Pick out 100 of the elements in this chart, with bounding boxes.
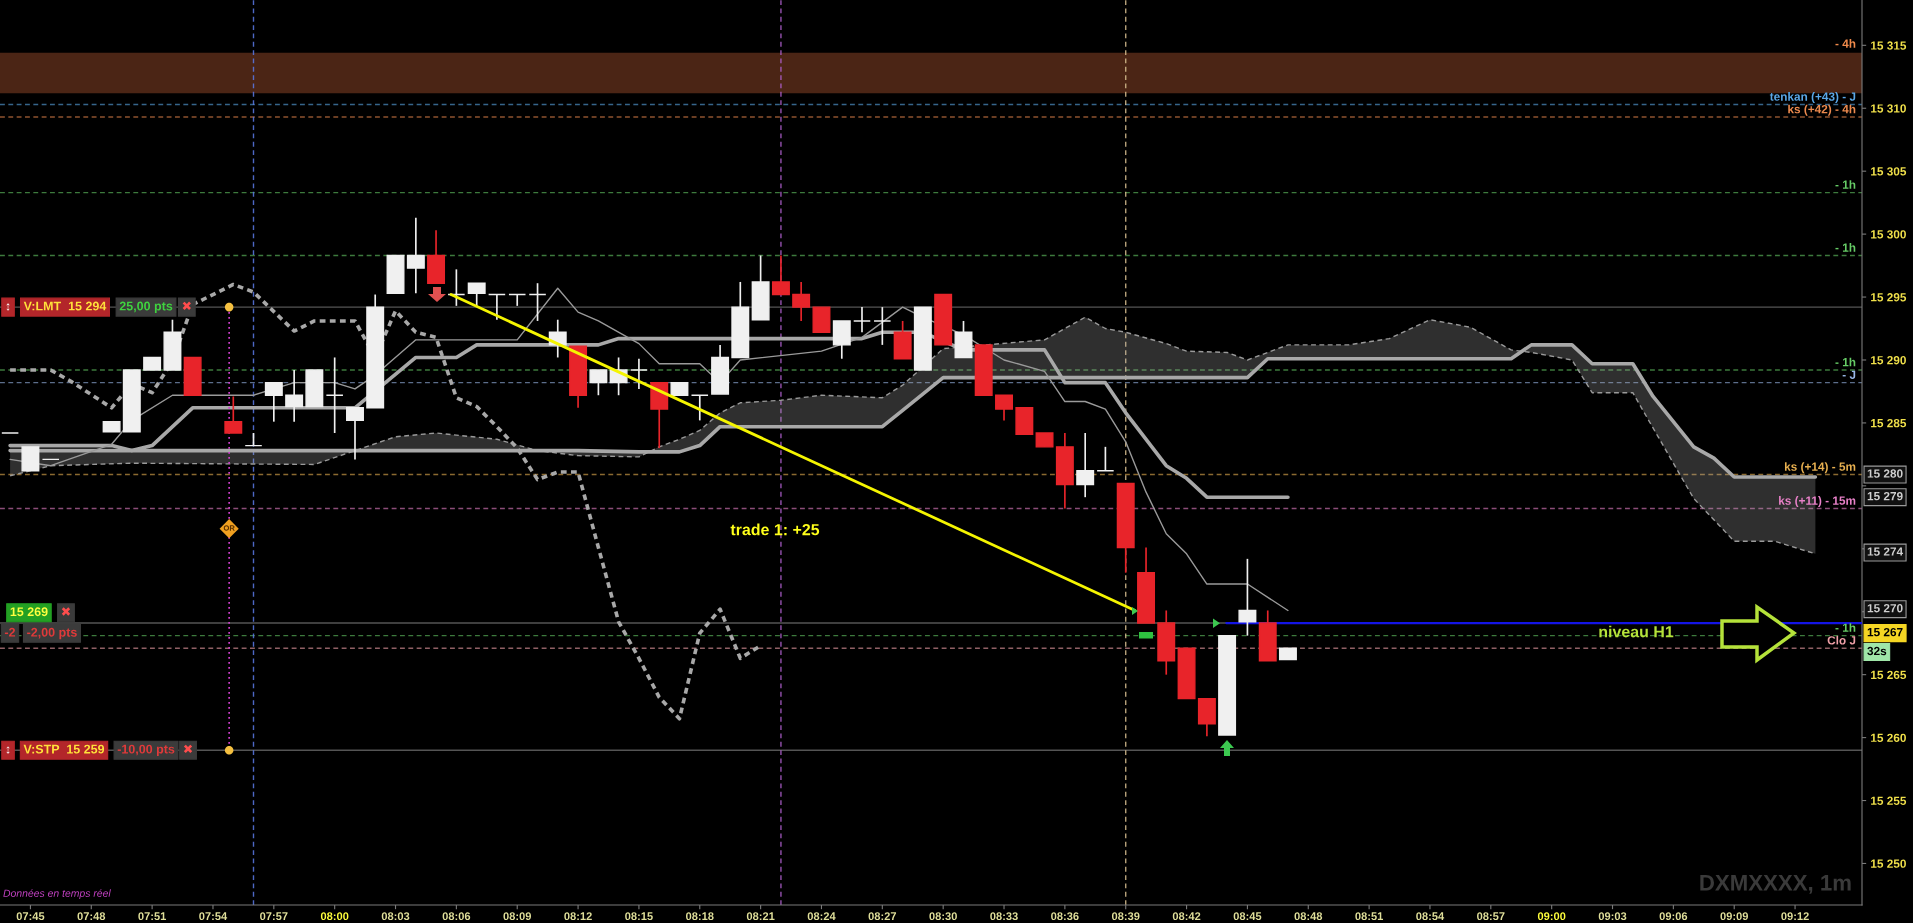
x-tick-label: 07:54	[199, 912, 228, 921]
annotation: Données en temps réel	[3, 889, 111, 899]
x-tick-label: 08:48	[1294, 912, 1323, 921]
candlestick	[325, 356, 344, 434]
annotation: -2	[4, 627, 16, 637]
x-tick-label: 08:30	[929, 912, 957, 921]
x-tick-label: 08:09	[503, 912, 532, 921]
candlestick	[771, 254, 790, 296]
point	[224, 745, 234, 755]
x-tick-label: 08:42	[1172, 912, 1201, 921]
x-tick-label: 08:00	[320, 912, 349, 921]
x-tick-label: 08:54	[1416, 912, 1445, 921]
ref-line-label: ks (+42) - 4h	[1788, 104, 1856, 116]
y-tick-label: 15 255	[1871, 796, 1907, 805]
x-tick-label: 08:51	[1355, 912, 1384, 921]
x-tick-label: 09:06	[1659, 912, 1688, 921]
candlestick	[406, 216, 425, 295]
annotation: 15 267	[1867, 627, 1903, 637]
annotation: 15 270	[1867, 604, 1903, 613]
candlestick	[224, 395, 243, 434]
annotation: 32s	[1867, 646, 1887, 656]
annotation: ↕	[6, 303, 10, 311]
y-tick-label: 15 300	[1871, 230, 1906, 239]
x-tick-label: 08:36	[1051, 912, 1079, 921]
x-tick-label: 08:27	[868, 912, 897, 921]
x-tick-label: 08:18	[686, 912, 714, 921]
x-tick-label: 07:45	[16, 912, 45, 921]
candlestick	[285, 369, 304, 423]
candlestick	[589, 369, 608, 397]
x-tick-label: 09:12	[1781, 912, 1809, 921]
candlestick	[1076, 432, 1095, 499]
y-tick-label: 15 305	[1871, 167, 1907, 176]
annotation: DXMXXXX, 1m	[1700, 875, 1851, 894]
y-tick-label: 15 285	[1871, 418, 1907, 428]
annotation: 25,00 pts	[119, 301, 173, 313]
candlestick	[832, 320, 851, 360]
candlestick	[690, 394, 709, 422]
candlestick	[447, 268, 466, 307]
annotation: 15 274	[1867, 547, 1904, 556]
x-tick-label: 08:45	[1233, 912, 1262, 921]
x-tick-label: 08:03	[381, 912, 410, 921]
ref-line-label: - 1h	[1835, 623, 1856, 632]
x-tick-label: 07:57	[260, 912, 288, 921]
y-tick-label: 15 295	[1871, 293, 1907, 302]
annotation: ✖	[182, 301, 191, 310]
x-tick-label: 07:48	[77, 912, 106, 921]
x-tick-label: 08:24	[807, 912, 836, 921]
y-tick-label: 15 250	[1871, 859, 1906, 868]
x-tick-label: 08:57	[1477, 912, 1505, 921]
candlestick	[873, 306, 892, 346]
x-tick-label: 08:06	[442, 912, 471, 921]
annotation: ↕	[6, 746, 10, 754]
x-tick-label: 08:33	[990, 912, 1018, 921]
x-tick-label: 09:03	[1598, 912, 1627, 921]
ref-line-label: ks (+14) - 5m	[1784, 462, 1856, 474]
annotation: ✖	[61, 607, 71, 616]
x-tick-label: 08:39	[1111, 912, 1140, 921]
candlestick	[467, 282, 486, 307]
annotation: niveau H1	[1599, 625, 1674, 638]
ref-line-label: - J	[1842, 370, 1856, 379]
ref-line-label: - 1h	[1835, 357, 1856, 367]
annotation: 15 280	[1867, 469, 1903, 478]
candlestick	[508, 293, 527, 307]
band-label: - 4h	[1835, 39, 1856, 48]
annotation: -2,00 pts	[27, 627, 77, 640]
ref-line-label: - 1h	[1835, 180, 1856, 189]
x-tick-label: 09:09	[1720, 912, 1749, 921]
ref-line-label: ks (+11) - 15m	[1779, 496, 1856, 508]
candlestick	[21, 446, 40, 472]
x-tick-label: 09:00	[1537, 912, 1566, 921]
candlestick	[853, 306, 871, 334]
candlestick	[346, 406, 364, 461]
x-tick-label: 07:51	[138, 912, 167, 921]
candlestick	[629, 357, 648, 390]
x-tick-label: 08:15	[625, 912, 653, 921]
annotation: V:STP 15 259	[23, 744, 105, 754]
annotation: V:LMT 15 294	[23, 301, 107, 311]
annotation: trade 1: +25	[730, 523, 820, 536]
y-tick-label: 15 290	[1871, 356, 1906, 365]
candlestick	[1238, 558, 1257, 637]
annotation: 15 269	[10, 607, 48, 617]
candlestick	[264, 381, 283, 423]
y-tick-label: 15 260	[1871, 733, 1906, 742]
ref-line-label: tenkan (+43) - J	[1769, 92, 1856, 104]
annotation: -10,00 pts	[117, 744, 175, 757]
y-tick-label: 15 265	[1871, 670, 1907, 680]
candlestick	[792, 281, 811, 322]
x-tick-label: 08:21	[746, 912, 775, 921]
y-tick-label: 15 315	[1871, 41, 1907, 50]
annotation: ✖	[183, 744, 193, 754]
candlestick	[1096, 446, 1115, 472]
annotation: 15 279	[1867, 491, 1903, 501]
x-tick-label: 08:12	[564, 912, 592, 921]
point	[224, 302, 234, 312]
ref-line-label: - 1h	[1835, 243, 1856, 252]
y-tick-label: 15 310	[1871, 104, 1906, 113]
candlestick	[487, 293, 506, 321]
candlestick	[528, 282, 547, 322]
candlestick	[995, 394, 1013, 422]
ref-line-label: Clo J	[1827, 635, 1856, 645]
